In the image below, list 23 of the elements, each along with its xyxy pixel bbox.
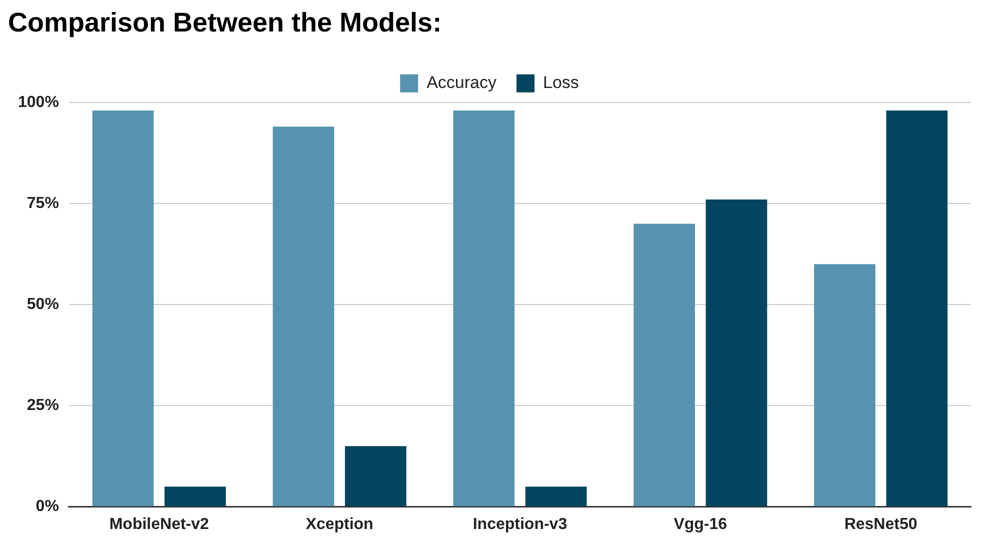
bar xyxy=(92,110,154,506)
bar xyxy=(164,486,226,506)
y-tick-label: 25% xyxy=(26,397,59,414)
y-tick-label: 0% xyxy=(36,498,59,516)
bar xyxy=(634,224,695,506)
x-tick-label: Inception-v3 xyxy=(472,516,568,533)
bar xyxy=(814,264,876,506)
x-tick-label: Vgg-16 xyxy=(674,516,728,533)
bar xyxy=(886,110,948,506)
legend-label: Accuracy xyxy=(426,73,497,92)
y-tick-label: 50% xyxy=(26,296,59,314)
bar xyxy=(706,199,768,506)
chart-title: Comparison Between the Models: xyxy=(8,8,442,38)
y-tick-label: 100% xyxy=(18,94,59,111)
x-tick-label: MobileNet-v2 xyxy=(109,516,210,533)
x-tick-label: ResNet50 xyxy=(844,516,918,533)
bar xyxy=(272,126,334,506)
bar xyxy=(525,486,587,506)
bar xyxy=(453,110,515,506)
y-tick-label: 75% xyxy=(26,194,59,212)
bar xyxy=(344,446,406,506)
x-tick-label: Xception xyxy=(306,516,374,533)
legend-label: Loss xyxy=(543,73,579,92)
